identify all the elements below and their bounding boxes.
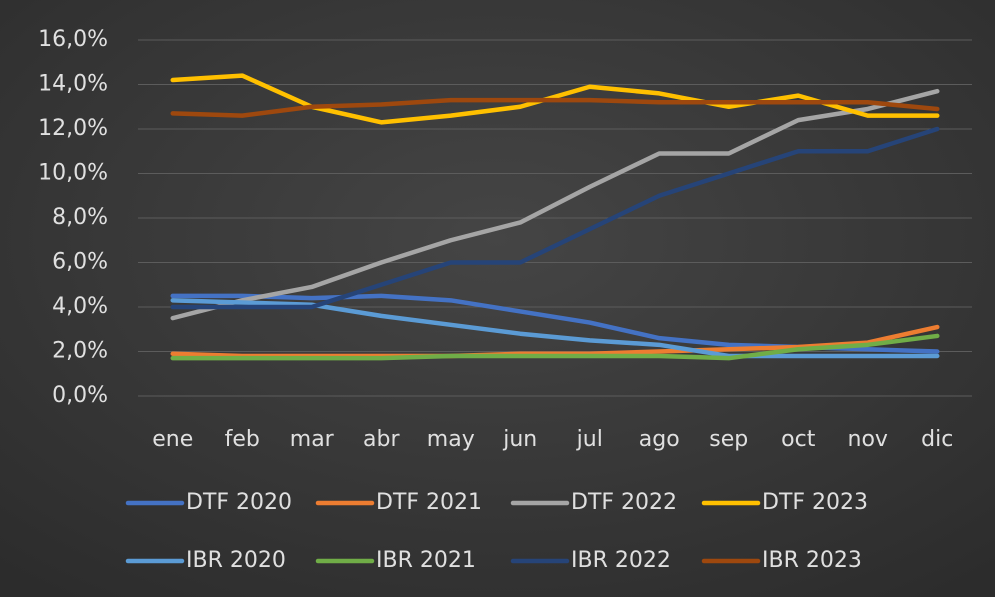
y-tick-label: 8,0% [52,205,108,230]
y-tick-label: 12,0% [38,116,108,141]
x-tick-label: jun [502,427,537,452]
series-line [170,73,940,125]
legend-label: IBR 2020 [186,548,286,573]
x-tick-label: ago [639,427,680,452]
y-tick-label: 4,0% [52,294,108,319]
legend-label: DTF 2020 [186,490,292,515]
legend-label: DTF 2021 [376,490,482,515]
legend-label: IBR 2022 [571,548,671,573]
x-tick-label: feb [225,427,260,452]
x-tick-label: jul [576,427,603,452]
legend-label: DTF 2022 [571,490,677,515]
series-line [170,97,940,118]
x-tick-label: abr [363,427,400,452]
legend-label: IBR 2021 [376,548,476,573]
x-tick-label: nov [848,427,888,452]
series-line [170,333,940,361]
series-line [170,298,940,359]
y-tick-label: 2,0% [52,339,108,364]
x-tick-label: sep [709,427,748,452]
y-tick-label: 10,0% [38,161,108,186]
y-tick-label: 14,0% [38,72,108,97]
y-tick-label: 16,0% [38,27,108,52]
legend-label: DTF 2023 [762,490,868,515]
series-line [170,126,940,310]
x-tick-label: ene [152,427,193,452]
y-tick-label: 6,0% [52,250,108,275]
legend-label: IBR 2023 [762,548,862,573]
series-line [170,88,940,321]
x-tick-label: dic [921,427,953,452]
x-tick-label: oct [781,427,816,452]
y-tick-label: 0,0% [52,383,108,408]
x-tick-label: mar [290,427,335,452]
x-tick-label: may [427,427,475,452]
